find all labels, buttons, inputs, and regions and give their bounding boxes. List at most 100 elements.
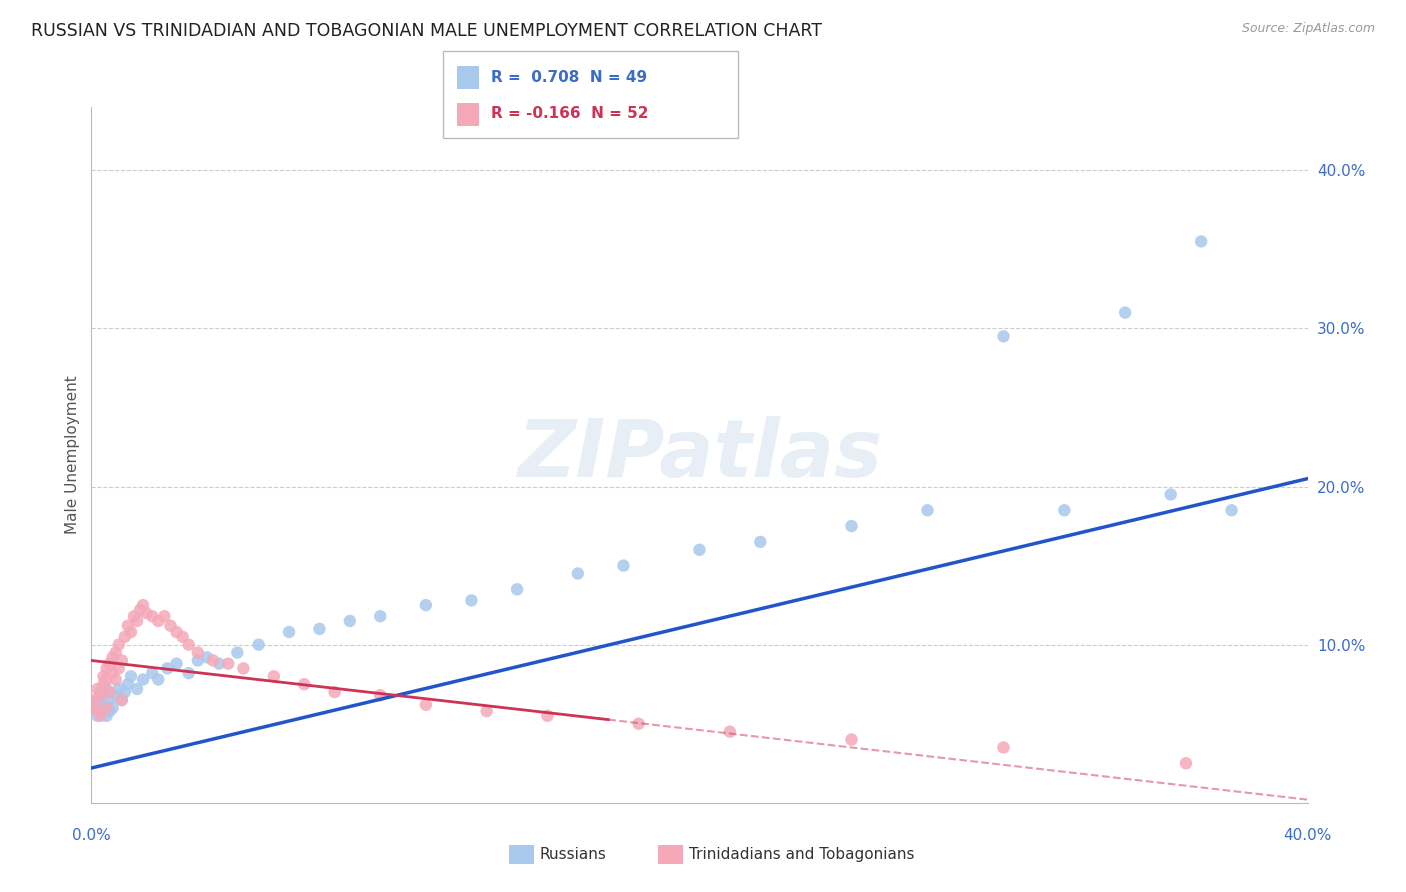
- Point: [536, 708, 558, 723]
- Point: [117, 618, 139, 632]
- Point: [96, 681, 118, 696]
- Point: [111, 693, 134, 707]
- Point: [308, 622, 330, 636]
- Point: [993, 329, 1015, 343]
- Text: 40.0%: 40.0%: [1284, 829, 1331, 843]
- Point: [117, 677, 139, 691]
- Point: [129, 603, 152, 617]
- Point: [1053, 503, 1076, 517]
- Point: [292, 677, 315, 691]
- Point: [111, 693, 134, 707]
- Point: [89, 708, 111, 723]
- Point: [460, 593, 482, 607]
- Point: [177, 666, 200, 681]
- Point: [132, 673, 155, 687]
- Point: [688, 542, 710, 557]
- Point: [415, 698, 437, 712]
- Point: [993, 740, 1015, 755]
- Point: [475, 704, 498, 718]
- Point: [232, 661, 254, 675]
- Point: [86, 693, 108, 707]
- Point: [177, 638, 200, 652]
- Point: [107, 638, 129, 652]
- Point: [247, 638, 270, 652]
- Point: [1160, 487, 1182, 501]
- Point: [114, 685, 136, 699]
- Point: [841, 732, 863, 747]
- Point: [98, 704, 121, 718]
- Point: [141, 666, 163, 681]
- Point: [98, 685, 121, 699]
- Point: [339, 614, 361, 628]
- Point: [368, 688, 391, 702]
- Text: R = -0.166  N = 52: R = -0.166 N = 52: [491, 106, 648, 121]
- Point: [120, 669, 142, 683]
- Point: [141, 609, 163, 624]
- Point: [148, 673, 170, 687]
- Text: R =  0.708  N = 49: R = 0.708 N = 49: [491, 70, 647, 85]
- Point: [172, 630, 194, 644]
- Point: [612, 558, 634, 573]
- Point: [917, 503, 939, 517]
- Point: [156, 661, 179, 675]
- Point: [107, 681, 129, 696]
- Point: [101, 666, 124, 681]
- Point: [96, 701, 118, 715]
- Point: [122, 609, 145, 624]
- Point: [83, 701, 105, 715]
- Point: [187, 646, 209, 660]
- Point: [368, 609, 391, 624]
- Point: [166, 657, 188, 671]
- Text: Russians: Russians: [540, 847, 607, 862]
- Point: [86, 704, 108, 718]
- Point: [278, 625, 301, 640]
- Point: [107, 661, 129, 675]
- Point: [226, 646, 249, 660]
- Point: [86, 681, 108, 696]
- Text: Trinidadians and Tobagonians: Trinidadians and Tobagonians: [689, 847, 914, 862]
- Point: [841, 519, 863, 533]
- Point: [166, 625, 188, 640]
- Point: [217, 657, 239, 671]
- Text: RUSSIAN VS TRINIDADIAN AND TOBAGONIAN MALE UNEMPLOYMENT CORRELATION CHART: RUSSIAN VS TRINIDADIAN AND TOBAGONIAN MA…: [31, 22, 823, 40]
- Point: [159, 618, 181, 632]
- Point: [98, 693, 121, 707]
- Point: [89, 685, 111, 699]
- Point: [101, 650, 124, 665]
- Point: [1114, 305, 1136, 319]
- Point: [96, 673, 118, 687]
- Point: [93, 698, 115, 712]
- Point: [125, 614, 148, 628]
- Point: [86, 708, 108, 723]
- Point: [104, 646, 127, 660]
- Point: [83, 693, 105, 707]
- Point: [104, 673, 127, 687]
- Point: [111, 653, 134, 667]
- Text: 0.0%: 0.0%: [72, 829, 111, 843]
- Point: [96, 661, 118, 675]
- Point: [208, 657, 231, 671]
- Point: [415, 598, 437, 612]
- Point: [1174, 756, 1197, 771]
- Point: [749, 534, 772, 549]
- Point: [98, 657, 121, 671]
- Point: [148, 614, 170, 628]
- Point: [1220, 503, 1243, 517]
- Point: [120, 625, 142, 640]
- Point: [89, 688, 111, 702]
- Y-axis label: Male Unemployment: Male Unemployment: [65, 376, 80, 534]
- Point: [93, 677, 115, 691]
- Point: [567, 566, 589, 581]
- Point: [114, 630, 136, 644]
- Point: [132, 598, 155, 612]
- Point: [202, 653, 225, 667]
- Point: [506, 582, 529, 597]
- Point: [195, 650, 218, 665]
- Point: [125, 681, 148, 696]
- Point: [89, 704, 111, 718]
- Point: [153, 609, 176, 624]
- Point: [323, 685, 346, 699]
- Point: [1189, 235, 1212, 249]
- Point: [93, 688, 115, 702]
- Point: [104, 688, 127, 702]
